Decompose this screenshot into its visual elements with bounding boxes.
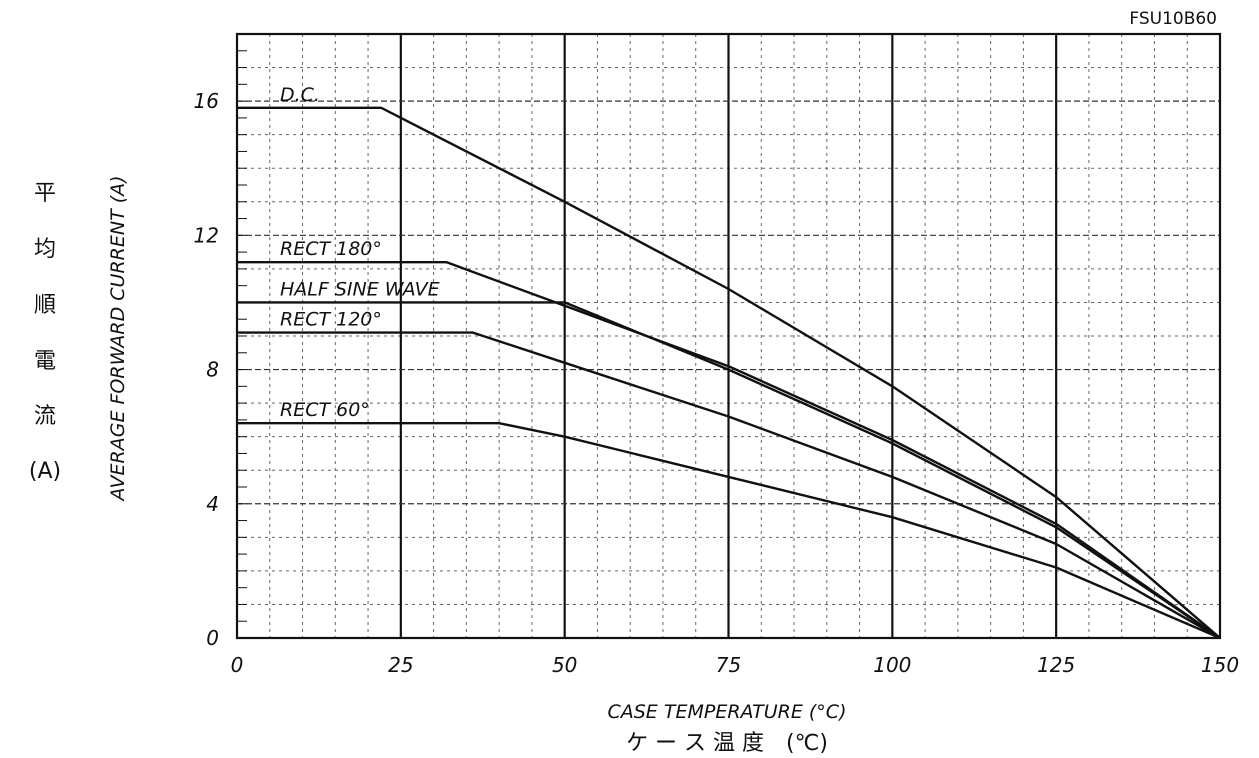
x-tick-label: 125 bbox=[1037, 653, 1075, 677]
y-axis-title-jp-char: (A) bbox=[29, 459, 61, 484]
x-tick-label: 100 bbox=[873, 653, 911, 677]
y-axis-title-jp-char: 平 bbox=[34, 181, 56, 206]
series-line bbox=[237, 106, 1221, 639]
y-axis-title-jp: 平 均 順 電 流 (A) bbox=[29, 181, 61, 484]
x-axis-title: CASE TEMPERATURE (°C) bbox=[607, 701, 846, 723]
series-line bbox=[237, 331, 1221, 640]
x-tick-label: 75 bbox=[716, 653, 741, 677]
series-label: RECT 180° bbox=[280, 238, 382, 260]
y-tick-label: 4 bbox=[206, 492, 219, 516]
y-axis-title-jp-char: 均 bbox=[34, 237, 56, 262]
part-number-title: FSU10B60 bbox=[1129, 9, 1217, 29]
series-lines bbox=[237, 106, 1221, 640]
tick-labels: 0 25 50 75 100 125 150 0 4 8 12 16 bbox=[194, 89, 1240, 677]
x-tick-label: 50 bbox=[552, 653, 577, 677]
x-tick-label: 0 bbox=[231, 653, 244, 677]
series-labels: D.C. RECT 180° HALF SINE WAVE RECT 120° RECT… bbox=[280, 84, 440, 421]
series-line bbox=[237, 301, 1221, 639]
series-label: RECT 120° bbox=[280, 309, 382, 331]
series-label: HALF SINE WAVE bbox=[280, 278, 440, 300]
y-axis-title-jp-char: 電 bbox=[34, 349, 56, 374]
y-tick-label: 0 bbox=[206, 626, 219, 650]
grid bbox=[235, 32, 1222, 640]
series-label: RECT 60° bbox=[280, 399, 370, 421]
y-axis-title-jp-char: 順 bbox=[34, 293, 56, 318]
y-tick-label: 16 bbox=[194, 89, 219, 113]
y-axis-title: AVERAGE FORWARD CURRENT (A) bbox=[107, 175, 129, 502]
x-axis-title-jp: ケ ー ス 温 度 (℃) bbox=[626, 731, 828, 756]
series-line bbox=[237, 261, 1221, 639]
series-line bbox=[237, 422, 1221, 640]
y-tick-label: 8 bbox=[206, 358, 219, 382]
series-label: D.C. bbox=[280, 84, 320, 106]
y-axis-title-jp-char: 流 bbox=[34, 404, 56, 429]
plot-frame bbox=[235, 32, 1222, 640]
x-tick-label: 25 bbox=[388, 653, 413, 677]
x-tick-label: 150 bbox=[1201, 653, 1239, 677]
y-tick-label: 12 bbox=[194, 223, 219, 247]
